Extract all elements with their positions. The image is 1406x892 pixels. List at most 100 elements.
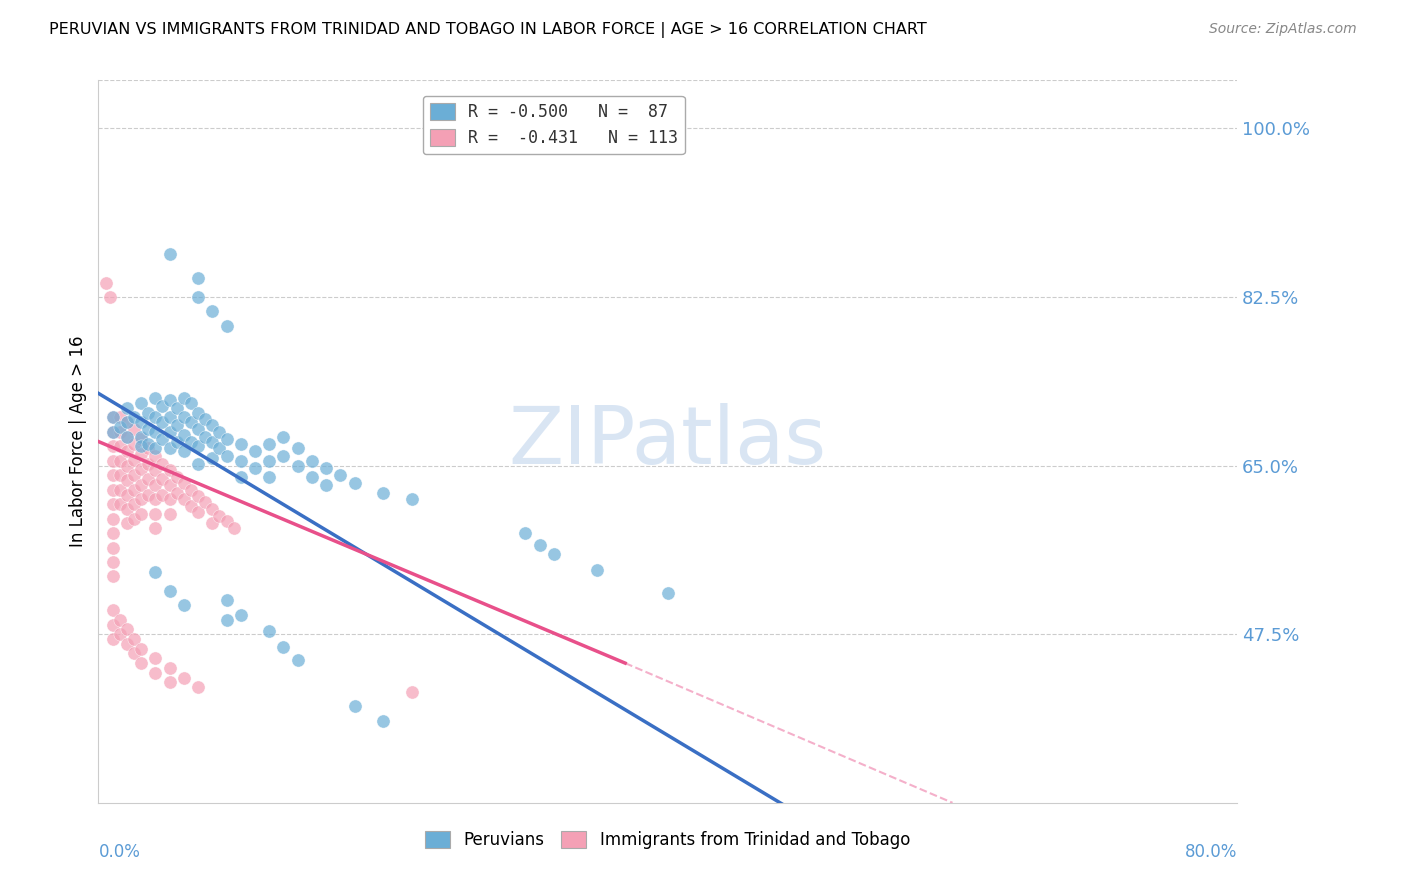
Point: [108, 420, 131, 434]
Point: [152, 457, 174, 471]
Point: [136, 437, 159, 451]
Point: [101, 425, 124, 439]
Point: [373, 714, 395, 728]
Point: [401, 492, 423, 507]
Point: [194, 412, 217, 426]
Point: [129, 396, 152, 410]
Point: [173, 444, 195, 458]
Point: [101, 632, 124, 646]
Point: [187, 290, 209, 304]
Point: [201, 502, 224, 516]
Point: [145, 651, 167, 665]
Point: [187, 406, 209, 420]
Point: [201, 304, 224, 318]
Point: [108, 497, 131, 511]
Text: 0.0%: 0.0%: [98, 843, 141, 861]
Point: [215, 593, 238, 607]
Point: [101, 410, 124, 425]
Point: [180, 434, 202, 449]
Point: [129, 507, 152, 521]
Point: [101, 425, 124, 439]
Point: [187, 270, 209, 285]
Point: [243, 444, 266, 458]
Point: [115, 444, 138, 458]
Point: [101, 468, 124, 483]
Point: [145, 391, 167, 405]
Point: [273, 449, 295, 463]
Point: [401, 685, 423, 699]
Point: [152, 472, 174, 486]
Text: Source: ZipAtlas.com: Source: ZipAtlas.com: [1209, 22, 1357, 37]
Point: [136, 422, 159, 436]
Point: [115, 473, 138, 487]
Point: [173, 410, 195, 425]
Point: [273, 640, 295, 654]
Point: [343, 475, 366, 490]
Point: [159, 393, 181, 408]
Point: [145, 410, 167, 425]
Point: [159, 583, 181, 598]
Point: [101, 511, 124, 525]
Point: [101, 454, 124, 468]
Point: [108, 439, 131, 453]
Point: [315, 478, 337, 492]
Point: [657, 586, 679, 600]
Point: [115, 516, 138, 531]
Point: [180, 499, 202, 513]
Point: [115, 415, 138, 429]
Point: [152, 415, 174, 429]
Point: [301, 470, 323, 484]
Point: [543, 547, 565, 561]
Point: [259, 454, 281, 468]
Point: [122, 632, 145, 646]
Point: [315, 460, 337, 475]
Point: [229, 454, 252, 468]
Point: [152, 399, 174, 413]
Point: [515, 526, 537, 541]
Point: [129, 447, 152, 461]
Point: [115, 430, 138, 444]
Point: [101, 410, 124, 425]
Text: PERUVIAN VS IMMIGRANTS FROM TRINIDAD AND TOBAGO IN LABOR FORCE | AGE > 16 CORREL: PERUVIAN VS IMMIGRANTS FROM TRINIDAD AND…: [49, 22, 927, 38]
Point: [101, 526, 124, 541]
Point: [159, 675, 181, 690]
Point: [159, 442, 181, 456]
Point: [136, 406, 159, 420]
Point: [145, 521, 167, 535]
Point: [115, 487, 138, 501]
Point: [122, 437, 145, 451]
Point: [180, 415, 202, 429]
Point: [187, 490, 209, 504]
Point: [201, 516, 224, 531]
Point: [187, 439, 209, 453]
Point: [259, 437, 281, 451]
Point: [108, 627, 131, 641]
Point: [115, 458, 138, 473]
Point: [287, 653, 309, 667]
Point: [145, 442, 167, 456]
Point: [187, 422, 209, 436]
Text: ZIPatlas: ZIPatlas: [509, 402, 827, 481]
Point: [108, 483, 131, 497]
Point: [101, 483, 124, 497]
Point: [173, 492, 195, 507]
Point: [187, 680, 209, 694]
Point: [129, 492, 152, 507]
Point: [187, 457, 209, 471]
Point: [108, 410, 131, 425]
Point: [115, 502, 138, 516]
Point: [287, 442, 309, 456]
Point: [108, 454, 131, 468]
Point: [115, 430, 138, 444]
Point: [208, 442, 231, 456]
Point: [259, 624, 281, 639]
Point: [166, 485, 188, 500]
Point: [329, 468, 352, 483]
Point: [208, 508, 231, 523]
Point: [159, 492, 181, 507]
Point: [145, 478, 167, 492]
Point: [122, 483, 145, 497]
Point: [101, 617, 124, 632]
Point: [136, 442, 159, 456]
Point: [173, 427, 195, 442]
